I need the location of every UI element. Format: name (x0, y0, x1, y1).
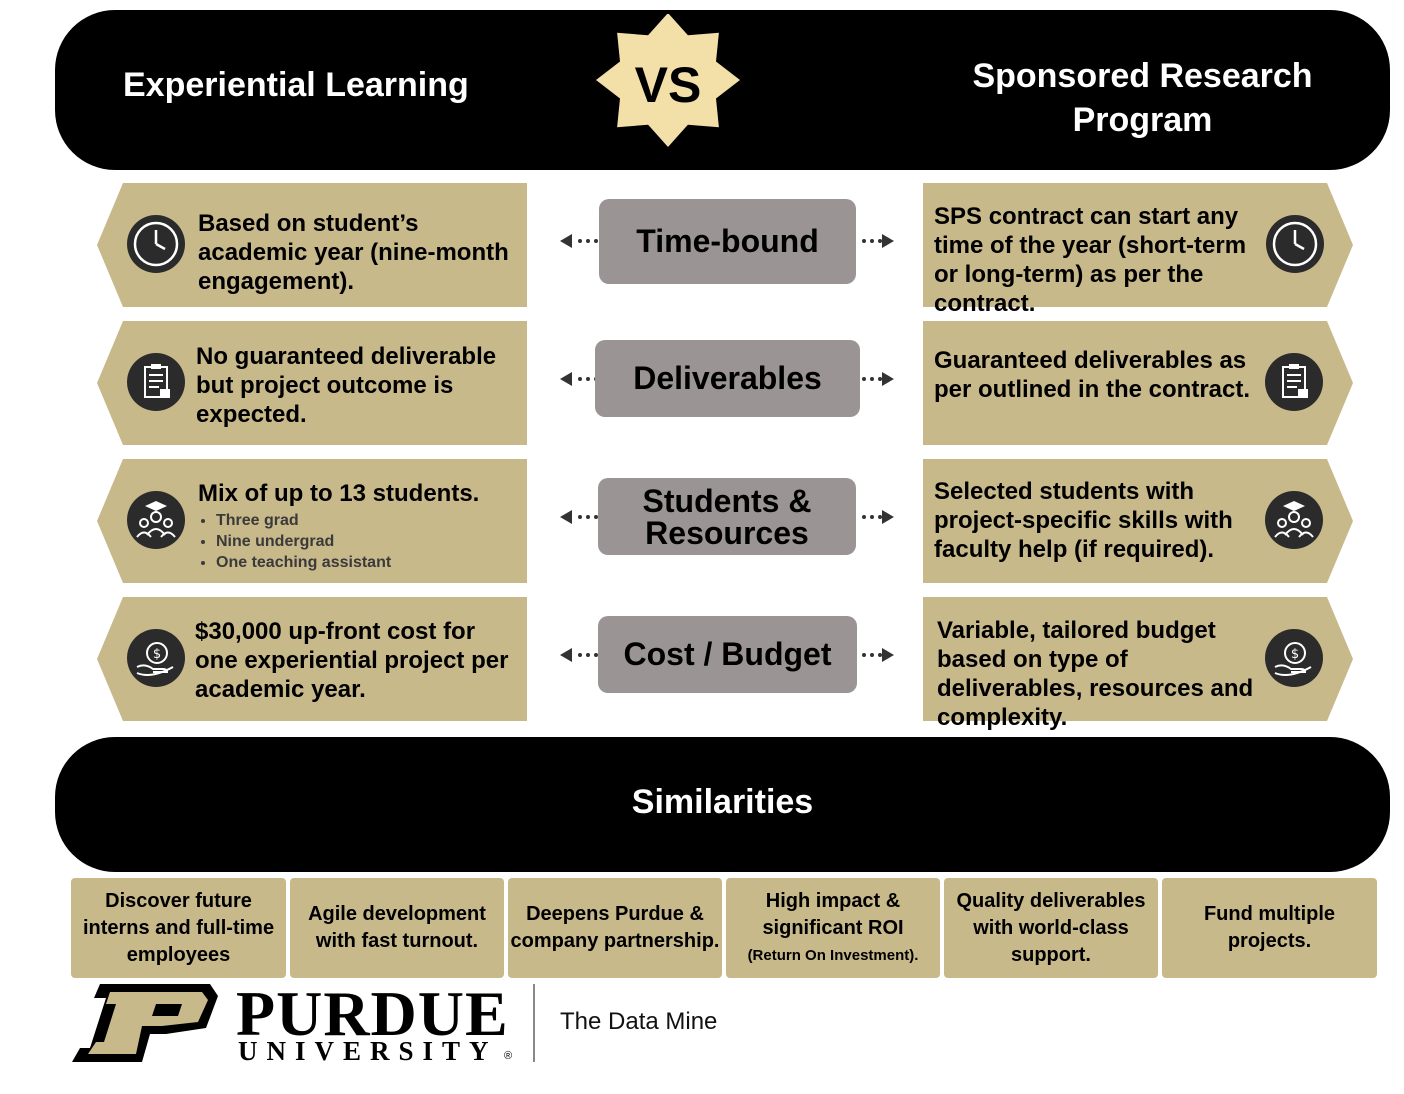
similarities-bar: Similarities (55, 737, 1390, 872)
left-text-deliverables: No guaranteed deliverable but project ou… (196, 342, 521, 429)
right-card-students: Selected students with project-specific … (923, 459, 1353, 583)
right-text-students: Selected students with project-specific … (934, 477, 1254, 564)
left-title: Experiential Learning (123, 66, 469, 105)
arrow-left-icon (560, 506, 602, 528)
left-card-time-bound: Based on student’s academic year (nine-m… (97, 183, 527, 307)
similarity-item: Discover future interns and full-time em… (71, 878, 286, 978)
clipboard-icon (1265, 353, 1323, 411)
right-title: Sponsored Research Program (935, 54, 1350, 142)
label-time-bound: Time-bound (599, 199, 856, 284)
label-deliverables: Deliverables (595, 340, 860, 417)
similarity-item: Agile development with fast turnout. (290, 878, 504, 978)
arrow-right-icon (858, 230, 900, 252)
right-text-deliverables: Guaranteed deliverables as per outlined … (934, 346, 1254, 404)
similarity-item: Quality deliverables with world-class su… (944, 878, 1158, 978)
arrow-right-icon (858, 644, 900, 666)
students-icon (127, 491, 185, 549)
arrow-left-icon (560, 644, 602, 666)
footer-divider (533, 984, 535, 1062)
similarity-item: High impact & significant ROI (Return On… (726, 878, 940, 978)
left-text-students-main: Mix of up to 13 students. (198, 479, 518, 508)
unit-name: The Data Mine (560, 1008, 717, 1036)
left-card-deliverables: No guaranteed deliverable but project ou… (97, 321, 527, 445)
svg-text:$: $ (1291, 647, 1299, 662)
svg-text:$: $ (153, 647, 161, 662)
label-students-resources: Students & Resources (598, 478, 856, 555)
clock-icon (1266, 215, 1324, 273)
similarity-text: Quality deliverables with world-class su… (944, 888, 1158, 969)
vs-badge: VS (596, 14, 740, 147)
similarity-text: Deepens Purdue & company partnership. (508, 901, 722, 955)
purdue-p-logo-icon (70, 982, 220, 1064)
similarity-item: Deepens Purdue & company partnership. (508, 878, 722, 978)
similarity-text: Fund multiple projects. (1162, 901, 1377, 955)
bullet-item: One teaching assistant (216, 552, 518, 573)
left-text-time-bound: Based on student’s academic year (nine-m… (198, 209, 523, 296)
similarities-title: Similarities (55, 783, 1390, 822)
university-wordmark: UNIVERSITY (238, 1036, 498, 1067)
students-bullet-list: Three grad Nine undergrad One teaching a… (216, 510, 518, 573)
arrow-left-icon (560, 230, 602, 252)
similarity-text: High impact & significant ROI (726, 888, 940, 942)
label-cost-budget: Cost / Budget (598, 616, 857, 693)
students-icon (1265, 491, 1323, 549)
arrow-right-icon (858, 506, 900, 528)
similarity-text: Agile development with fast turnout. (290, 901, 504, 955)
right-card-deliverables: Guaranteed deliverables as per outlined … (923, 321, 1353, 445)
arrow-right-icon (858, 368, 900, 390)
bullet-item: Three grad (216, 510, 518, 531)
right-text-cost: Variable, tailored budget based on type … (937, 616, 1262, 732)
money-bag-hand-icon: $ (1265, 629, 1323, 687)
clipboard-icon (127, 353, 185, 411)
left-text-cost: $30,000 up-front cost for one experienti… (195, 617, 520, 704)
bullet-item: Nine undergrad (216, 531, 518, 552)
similarity-item: Fund multiple projects. (1162, 878, 1377, 978)
similarity-note: (Return On Investment). (726, 942, 940, 969)
vs-label: VS (596, 56, 740, 114)
similarity-text: Discover future interns and full-time em… (71, 888, 286, 969)
clock-icon (127, 215, 185, 273)
left-card-students: Mix of up to 13 students. Three grad Nin… (97, 459, 527, 583)
left-card-cost: $ $30,000 up-front cost for one experien… (97, 597, 527, 721)
left-text-students: Mix of up to 13 students. Three grad Nin… (198, 479, 518, 573)
right-text-time-bound: SPS contract can start any time of the y… (934, 202, 1274, 318)
similarity-text-block: High impact & significant ROI (Return On… (726, 888, 940, 969)
right-card-cost: Variable, tailored budget based on type … (923, 597, 1353, 721)
registered-mark: ® (504, 1050, 512, 1062)
right-card-time-bound: SPS contract can start any time of the y… (923, 183, 1353, 307)
money-bag-hand-icon: $ (127, 629, 185, 687)
